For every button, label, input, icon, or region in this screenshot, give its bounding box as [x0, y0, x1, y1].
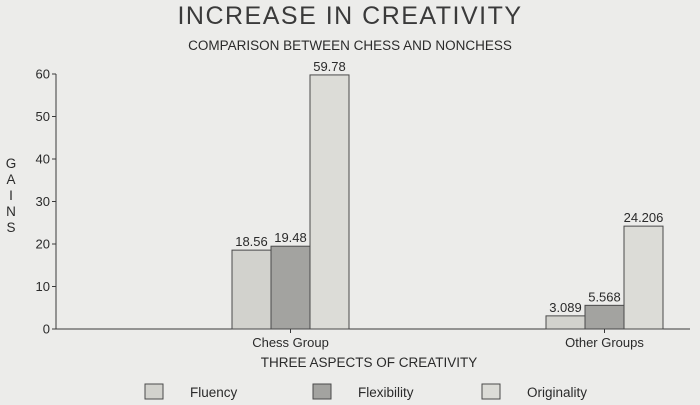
y-axis-title-letter: S — [6, 220, 15, 235]
legend-swatch-flexibility — [312, 383, 332, 400]
y-axis-title-letter: A — [6, 172, 15, 187]
legend-label: Flexibility — [358, 385, 414, 400]
y-tick-label: 40 — [36, 152, 50, 167]
data-label: 59.78 — [313, 59, 346, 74]
bar-originality-0 — [309, 74, 350, 330]
data-label: 3.089 — [549, 300, 582, 315]
legend-label: Fluency — [190, 385, 238, 400]
bar-originality-1 — [623, 225, 664, 330]
legend-swatch-fluency — [144, 383, 164, 400]
bar-flexibility-0 — [270, 245, 311, 330]
y-tick-label: 30 — [36, 194, 50, 209]
x-axis-title: THREE ASPECTS OF CREATIVITY — [261, 355, 478, 370]
y-axis-title-letter: I — [9, 188, 13, 203]
y-tick-label: 20 — [36, 237, 50, 252]
y-axis-title-letter: G — [6, 156, 17, 171]
y-axis-title-letter: N — [6, 204, 16, 219]
bar-fluency-1 — [545, 315, 586, 330]
x-category-label: Other Groups — [565, 335, 644, 350]
chart-subtitle: COMPARISON BETWEEN CHESS AND NONCHESS — [188, 38, 512, 53]
y-tick-label: 60 — [36, 67, 50, 82]
y-tick-label: 10 — [36, 279, 50, 294]
y-tick-label: 50 — [36, 109, 50, 124]
data-label: 18.56 — [235, 234, 268, 249]
legend-swatch-originality — [481, 383, 501, 400]
y-tick-label: 0 — [43, 322, 50, 337]
legend-label: Originality — [527, 385, 587, 400]
chart-title: INCREASE IN CREATIVITY — [177, 2, 523, 30]
x-category-label: Chess Group — [252, 335, 329, 350]
data-label: 5.568 — [588, 289, 621, 304]
data-label: 24.206 — [624, 210, 664, 225]
bar-flexibility-1 — [584, 304, 625, 330]
data-label: 19.48 — [274, 230, 307, 245]
bar-fluency-0 — [231, 249, 272, 330]
